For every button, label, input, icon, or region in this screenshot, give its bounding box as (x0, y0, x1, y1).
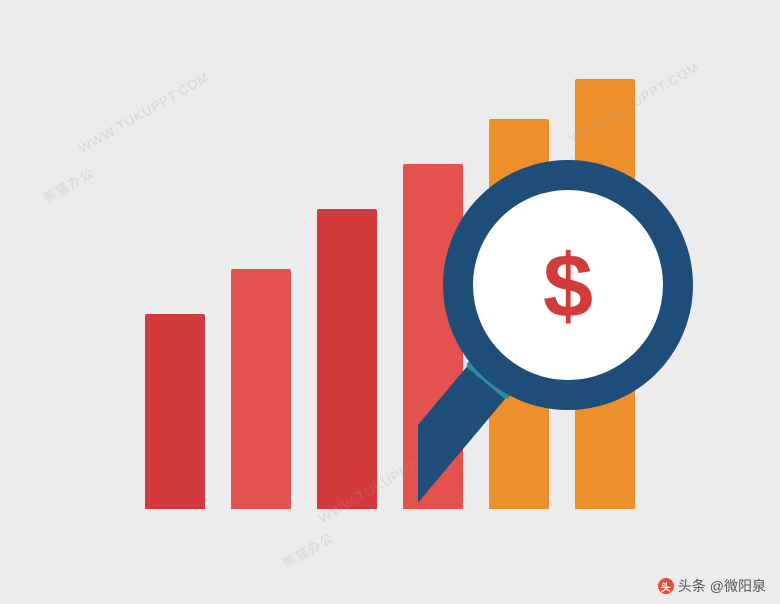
attribution-handle: @微阳泉 (710, 576, 766, 596)
bar-2 (231, 269, 291, 509)
magnifier-icon: $ (418, 135, 758, 555)
watermark-6: 熊猫办公 (279, 527, 337, 571)
attribution: 头 头条 @微阳泉 (658, 576, 766, 596)
attribution-prefix: 头条 (678, 576, 706, 596)
bar-1 (145, 314, 205, 509)
bar-3 (317, 209, 377, 509)
attribution-icon: 头 (658, 578, 674, 594)
dollar-symbol: $ (543, 237, 593, 337)
